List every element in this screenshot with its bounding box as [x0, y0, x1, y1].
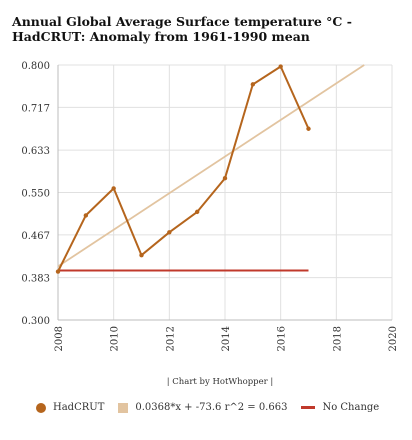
hadcrut-point: [278, 64, 283, 69]
y-tick-label: 0.717: [21, 103, 50, 114]
x-tick-label: 2008: [54, 326, 65, 351]
hadcrut-line: [57, 65, 310, 272]
x-tick-label: 2018: [332, 326, 343, 351]
legend-item-trend[interactable]: 0.0368*x + -73.6 r^2 = 0.663: [118, 402, 287, 413]
line-chart: 0.800 0.717 0.633 0.550 0.467 0.383 0.300 2008 2…: [21, 61, 399, 351]
chart-legend: HadCRUT 0.0368*x + -73.6 r^2 = 0.663 No …: [36, 402, 393, 413]
hadcrut-point: [167, 230, 172, 235]
hadcrut-point: [139, 253, 144, 258]
y-tick-label: 0.467: [21, 231, 50, 242]
legend-item-no-change[interactable]: No Change: [301, 402, 379, 413]
hadcrut-point: [250, 82, 256, 87]
hadcrut-point: [111, 186, 116, 191]
chart-axes: [57, 65, 392, 321]
hadcrut-point: [55, 269, 61, 274]
legend-swatch-hadcrut: [36, 402, 46, 413]
y-tick-label: 0.550: [21, 189, 50, 200]
hadcrut-point: [306, 126, 311, 131]
tick-labels: 0.800 0.717 0.633 0.550 0.467 0.383 0.300 2008 2…: [21, 61, 399, 351]
y-tick-label: 0.800: [21, 61, 50, 72]
legend-swatch-no-change: [301, 406, 316, 409]
legend-label-trend: 0.0368*x + -73.6 r^2 = 0.663: [135, 402, 288, 413]
hadcrut-point: [222, 176, 228, 181]
x-tick-label: 2014: [221, 326, 232, 351]
legend-label-hadcrut: HadCRUT: [53, 402, 105, 413]
chart-series: [55, 64, 365, 274]
x-tick-label: 2016: [277, 326, 288, 351]
x-tick-label: 2012: [165, 326, 176, 351]
chart-title: Annual Global Average Surface temperatur…: [12, 14, 352, 44]
y-tick-label: 0.300: [21, 316, 50, 327]
y-tick-label: 0.383: [21, 274, 50, 285]
hadcrut-point: [194, 209, 200, 215]
x-tick-label: 2010: [110, 326, 121, 351]
legend-item-hadcrut[interactable]: HadCRUT: [36, 402, 104, 413]
legend-swatch-trend: [118, 402, 129, 413]
trend-line: [57, 64, 365, 268]
chart-credit: | Chart by HotWhopper |: [166, 377, 274, 387]
y-tick-label: 0.633: [21, 146, 50, 157]
hadcrut-point: [83, 213, 89, 218]
legend-label-no-change: No Change: [322, 402, 380, 413]
x-tick-label: 2020: [388, 326, 399, 351]
